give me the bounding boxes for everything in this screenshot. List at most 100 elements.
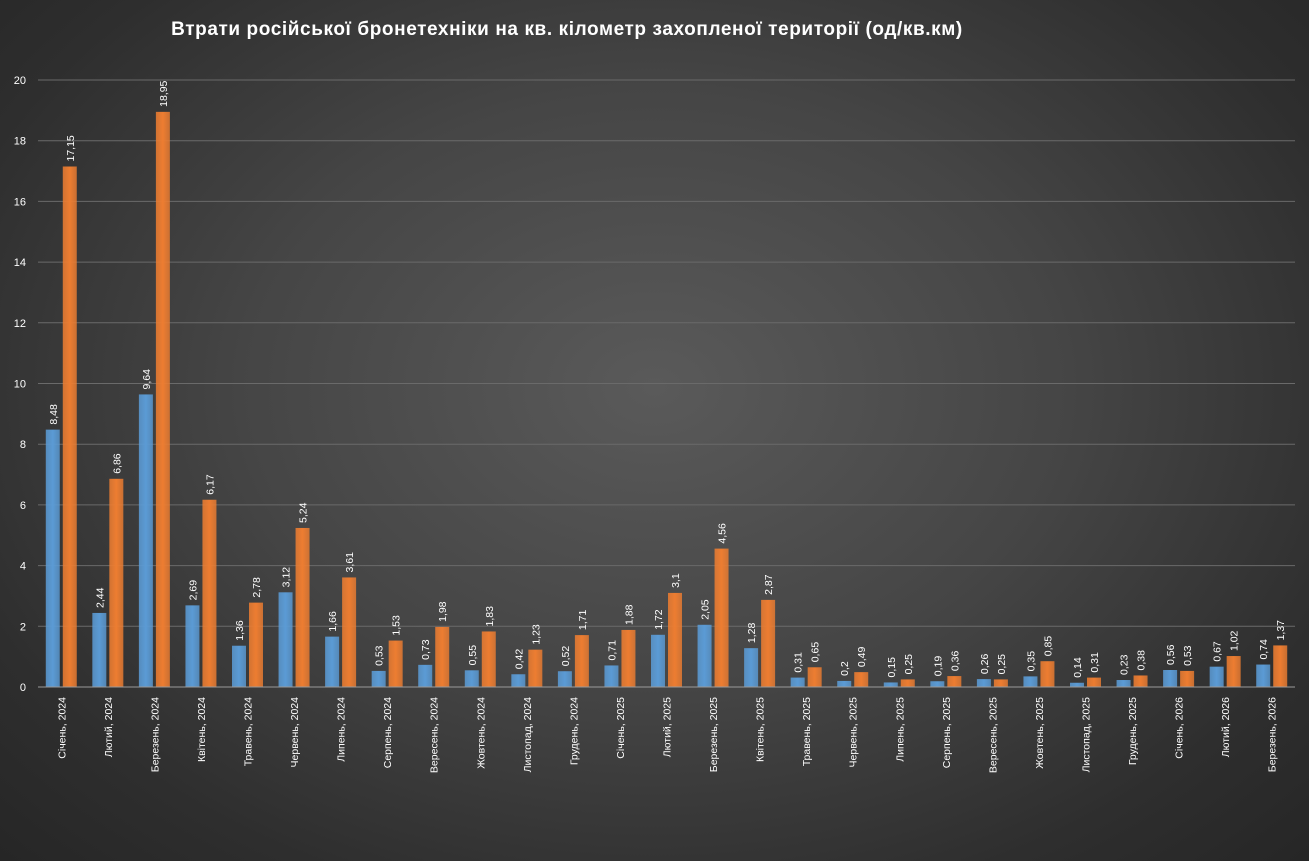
data-label: 0,67: [1212, 641, 1224, 662]
bar-series-2: [1040, 661, 1055, 687]
x-tick-label: Березень, 2024: [149, 697, 161, 772]
bar-series-1: [976, 679, 991, 687]
bar-series-1: [1256, 664, 1271, 687]
data-label: 0,73: [420, 639, 432, 660]
x-tick-label: Лютий, 2025: [662, 697, 674, 757]
data-label: 3,12: [281, 567, 293, 588]
bar-series-1: [1209, 666, 1224, 687]
data-label: 0,25: [996, 654, 1008, 675]
data-label: 1,36: [234, 620, 246, 641]
bar-series-2: [1226, 656, 1241, 687]
bar-series-1: [1070, 682, 1084, 687]
x-tick-label: Червень, 2024: [289, 697, 301, 768]
bar-series-2: [435, 626, 450, 687]
bar-series-2: [993, 679, 1008, 687]
y-tick-label: 8: [20, 439, 26, 451]
data-label: 1,66: [327, 611, 339, 632]
y-tick-label: 20: [14, 75, 26, 87]
x-tick-label: Липень, 2025: [894, 697, 906, 762]
bar-series-1: [325, 636, 340, 687]
bar-series-1: [604, 665, 619, 687]
data-label: 0,74: [1258, 639, 1270, 660]
bar-series-2: [621, 629, 636, 687]
data-label: 0,15: [886, 657, 898, 678]
data-label: 0,38: [1136, 650, 1148, 671]
data-label: 0,49: [856, 647, 868, 668]
x-axis-ticks: Січень, 2024 Лютий, 2024 Березень, 2024 Кві…: [56, 697, 1278, 773]
bar-series-1: [92, 612, 107, 687]
data-label: 4,56: [717, 523, 729, 544]
bar-series-1: [697, 624, 712, 687]
x-tick-label: Вересень, 2024: [429, 697, 441, 773]
data-label: 0,14: [1072, 657, 1084, 678]
data-label: 3,1: [670, 573, 682, 588]
data-label: 1,88: [623, 604, 635, 625]
x-tick-label: Листопад, 2025: [1081, 697, 1093, 773]
bar-series-1: [790, 677, 805, 687]
bar-series-1: [1163, 670, 1178, 687]
y-tick-label: 10: [14, 379, 26, 391]
bar-series-2: [761, 599, 776, 687]
data-label: 0,53: [1182, 645, 1194, 666]
bar-series-2: [295, 527, 310, 687]
y-tick-label: 2: [20, 621, 26, 633]
bar-series-1: [511, 674, 526, 687]
bar-series-1: [1116, 680, 1131, 687]
bar-series-1: [371, 670, 386, 687]
data-label: 0,56: [1165, 644, 1177, 665]
bar-series-2: [109, 478, 124, 687]
data-label: 0,25: [903, 654, 915, 675]
bar-series-2: [854, 672, 869, 687]
x-tick-label: Червень, 2025: [848, 697, 860, 768]
bar-series-2: [481, 631, 496, 687]
x-tick-label: Січень, 2026: [1174, 697, 1186, 759]
bar-series-2: [62, 166, 77, 687]
data-label: 1,83: [484, 606, 496, 627]
bar-series-2: [342, 577, 357, 687]
data-label: 0,2: [839, 661, 851, 676]
data-label: 0,52: [560, 646, 572, 667]
x-tick-label: Серпень, 2024: [382, 697, 394, 768]
data-label: 1,71: [577, 610, 589, 631]
bar-series-2: [947, 676, 962, 687]
bar-series-1: [418, 664, 433, 687]
bar-series-2: [900, 679, 915, 687]
x-tick-label: Травень, 2024: [243, 697, 255, 766]
data-label: 0,42: [513, 649, 525, 670]
x-tick-label: Січень, 2024: [56, 697, 68, 759]
data-label: 0,65: [810, 642, 822, 663]
y-tick-label: 4: [20, 561, 26, 573]
y-axis-ticks: 0 2 4 6 8 10 12 14 16 18 20: [14, 75, 26, 694]
data-label: 0,71: [606, 640, 618, 661]
bar-series-1: [278, 592, 293, 687]
x-tick-label: Жовтень, 2025: [1034, 697, 1046, 769]
data-label: 5,24: [298, 502, 310, 523]
y-tick-label: 14: [14, 257, 26, 269]
bar-series-2: [668, 592, 682, 687]
bar-series-1: [883, 682, 898, 687]
bar-series-1: [45, 429, 60, 687]
data-label: 0,55: [467, 645, 479, 666]
bar-series-1: [138, 394, 153, 687]
bar-series-1: [464, 670, 479, 687]
data-label: 17,15: [65, 135, 77, 161]
data-label: 1,53: [391, 615, 403, 636]
bar-series-2: [807, 667, 822, 687]
x-tick-label: Лютий, 2026: [1220, 697, 1232, 757]
y-tick-label: 12: [14, 318, 26, 330]
x-tick-label: Жовтень, 2024: [475, 697, 487, 769]
gridlines: [38, 79, 1295, 627]
data-label: 0,35: [1025, 651, 1037, 672]
bar-series-1: [185, 605, 200, 687]
bar-series-1: [930, 681, 945, 687]
data-label: 0,36: [949, 650, 961, 671]
bars: [45, 111, 1288, 688]
x-tick-label: Березень, 2026: [1267, 697, 1279, 772]
bar-series-1: [744, 648, 759, 687]
chart-title: Втрати російської бронетехніки на кв. кі…: [171, 19, 963, 40]
x-tick-label: Грудень, 2024: [568, 697, 580, 765]
x-tick-label: Січень, 2025: [615, 697, 627, 759]
data-label: 0,19: [932, 656, 944, 677]
data-label: 1,02: [1229, 630, 1241, 651]
